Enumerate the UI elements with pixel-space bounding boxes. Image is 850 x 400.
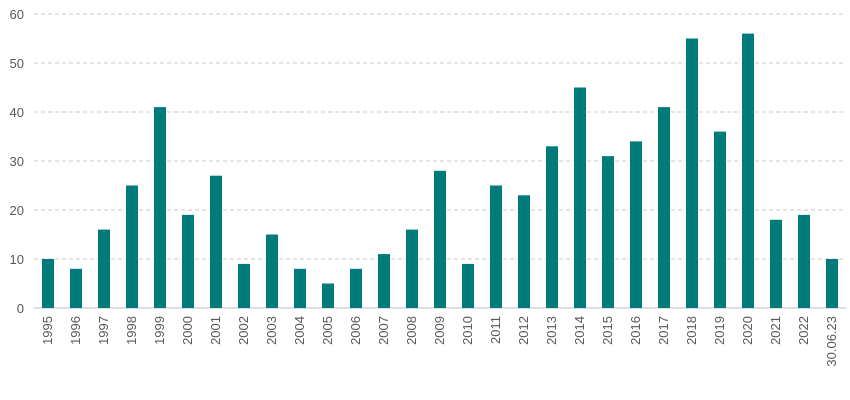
- x-axis-tick-labels: 1995 1996 1997 1998 1999 2000 2001 2002 2003 2004…: [40, 316, 839, 367]
- y-tick-label: 60: [10, 7, 24, 22]
- x-tick-label: 2000: [180, 316, 195, 345]
- bar: [826, 259, 838, 308]
- x-tick-label: 2003: [264, 316, 279, 345]
- y-tick-label: 40: [10, 105, 24, 120]
- bar: [406, 229, 418, 308]
- bar: [42, 259, 54, 308]
- x-tick-label: 1998: [124, 316, 139, 345]
- x-tick-label: 2016: [628, 316, 643, 345]
- bar: [742, 33, 754, 308]
- bar: [490, 185, 502, 308]
- x-tick-label: 2005: [320, 316, 335, 345]
- x-tick-label: 2021: [768, 316, 783, 345]
- bar: [602, 156, 614, 308]
- x-tick-label: 2015: [600, 316, 615, 345]
- y-tick-label: 10: [10, 252, 24, 267]
- bar: [770, 219, 782, 308]
- bar: [658, 107, 670, 308]
- x-tick-label: 2013: [544, 316, 559, 345]
- x-tick-label: 2001: [208, 316, 223, 345]
- x-tick-label: 2020: [740, 316, 755, 345]
- bars: [42, 33, 838, 308]
- bar: [322, 283, 334, 308]
- bar: [714, 131, 726, 308]
- x-tick-label: 2008: [404, 316, 419, 345]
- x-tick-label: 2022: [796, 316, 811, 345]
- x-tick-label: 2010: [460, 316, 475, 345]
- x-tick-label: 1999: [152, 316, 167, 345]
- bar: [294, 268, 306, 308]
- y-axis-tick-labels: 0 10 20 30 40 50 60: [10, 7, 24, 316]
- x-tick-label: 1995: [40, 316, 55, 345]
- y-tick-label: 30: [10, 154, 24, 169]
- bar: [238, 263, 250, 308]
- bar: [630, 141, 642, 308]
- x-tick-label: 2006: [348, 316, 363, 345]
- x-tick-label: 2018: [684, 316, 699, 345]
- bar: [350, 268, 362, 308]
- bar: [378, 254, 390, 308]
- x-tick-label: 2011: [488, 316, 503, 344]
- x-tick-label: 2009: [432, 316, 447, 345]
- bar: [98, 229, 110, 308]
- bar: [126, 185, 138, 308]
- y-tick-label: 0: [17, 301, 24, 316]
- x-tick-label: 1997: [96, 316, 111, 345]
- x-tick-label: 2012: [516, 316, 531, 345]
- bar: [798, 214, 810, 308]
- bar: [518, 195, 530, 308]
- x-tick-label: 2004: [292, 316, 307, 345]
- x-tick-label: 2014: [572, 316, 587, 345]
- bar: [686, 38, 698, 308]
- y-tick-label: 20: [10, 203, 24, 218]
- x-tick-label: 2017: [656, 316, 671, 345]
- bar: [462, 263, 474, 308]
- bar: [70, 268, 82, 308]
- x-tick-label: 30.06.23: [824, 316, 839, 367]
- bar: [546, 146, 558, 308]
- y-tick-label: 50: [10, 56, 24, 71]
- bar: [182, 214, 194, 308]
- x-tick-label: 2019: [712, 316, 727, 345]
- bar: [434, 170, 446, 308]
- bar: [266, 234, 278, 308]
- bar: [210, 175, 222, 308]
- bar: [574, 87, 586, 308]
- x-tick-label: 1996: [68, 316, 83, 345]
- x-tick-label: 2002: [236, 316, 251, 345]
- bar: [154, 107, 166, 308]
- x-tick-label: 2007: [376, 316, 391, 345]
